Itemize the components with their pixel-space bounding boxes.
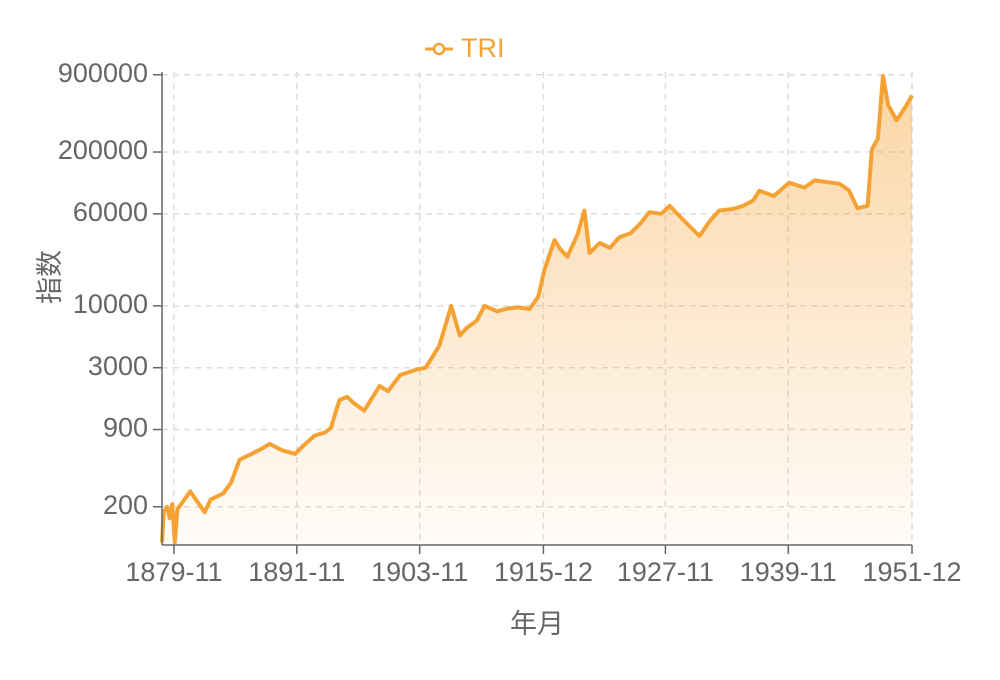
x-tick-label: 1915-12 bbox=[494, 557, 593, 587]
x-axis-title: 年月 bbox=[510, 609, 564, 639]
area-fill bbox=[162, 75, 912, 546]
x-tick-label: 1939-11 bbox=[740, 557, 837, 587]
x-tick-label: 1927-11 bbox=[617, 557, 714, 587]
x-tick-label: 1951-12 bbox=[862, 557, 961, 587]
marks bbox=[160, 73, 914, 546]
y-tick-label: 60000 bbox=[73, 197, 148, 227]
x-tick-label: 1879-11 bbox=[125, 557, 222, 587]
y-tick-label: 900 bbox=[103, 413, 148, 443]
legend-marker bbox=[432, 42, 446, 56]
y-axis-title: 指数 bbox=[35, 250, 65, 304]
y-tick-label: 200000 bbox=[58, 135, 148, 165]
y-tick-label: 10000 bbox=[73, 289, 148, 319]
x-tick-label: 1903-11 bbox=[371, 557, 468, 587]
y-tick-label: 3000 bbox=[88, 351, 148, 381]
axes: 200 900 3000 10000 60000 200000 900000 1879-11 1… bbox=[58, 58, 962, 587]
y-tick-label: 200 bbox=[103, 490, 148, 520]
x-tick-label: 1891-11 bbox=[248, 557, 345, 587]
y-tick-label: 900000 bbox=[58, 58, 148, 88]
series-line bbox=[160, 73, 914, 545]
legend-label: TRI bbox=[461, 33, 505, 63]
